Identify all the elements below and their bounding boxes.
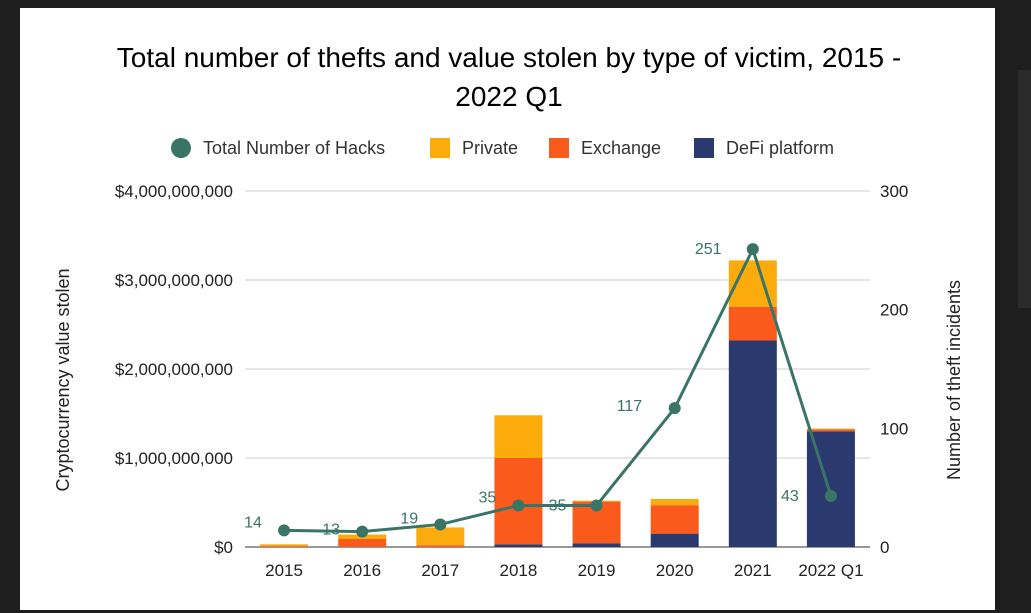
y-axis-title: Cryptocurrency value stolen bbox=[53, 268, 73, 491]
y2-tick-label: 200 bbox=[880, 301, 908, 320]
hacks-point-label: 43 bbox=[781, 488, 799, 505]
legend-label-exchange: Exchange bbox=[581, 138, 661, 158]
chart-title-line-1: Total number of thefts and value stolen … bbox=[117, 42, 901, 73]
bar-exchange bbox=[338, 538, 387, 547]
hacks-point bbox=[668, 402, 681, 415]
hacks-point bbox=[278, 524, 291, 537]
bar-exchange bbox=[728, 306, 777, 341]
hacks-point bbox=[824, 489, 837, 502]
hacks-point-label: 251 bbox=[695, 241, 722, 258]
x-tick-label: 2016 bbox=[343, 561, 381, 580]
y-tick-label: $1,000,000,000 bbox=[115, 449, 233, 468]
bar-defi-platform bbox=[650, 533, 699, 547]
hacks-point bbox=[356, 525, 369, 538]
y-tick-label: $2,000,000,000 bbox=[115, 360, 233, 379]
bar-exchange bbox=[806, 429, 855, 432]
hacks-point-label: 35 bbox=[478, 489, 496, 506]
hacks-line: 14 13 19 35 35 117 251 43 bbox=[244, 241, 837, 539]
bar-exchange bbox=[416, 545, 465, 547]
hacks-point bbox=[590, 499, 603, 512]
bar-private bbox=[650, 498, 699, 506]
bar-private bbox=[806, 428, 855, 430]
bar-private bbox=[416, 527, 465, 546]
y-tick-label: $0 bbox=[214, 538, 233, 557]
legend-swatch-exchange bbox=[549, 138, 569, 158]
x-tick-label: 2020 bbox=[656, 561, 694, 580]
legend-swatch-private bbox=[430, 138, 450, 158]
y2-axis-ticks: 0 100 200 300 bbox=[880, 182, 908, 557]
y2-tick-label: 0 bbox=[880, 538, 889, 557]
side-strip bbox=[1018, 70, 1031, 308]
y-tick-label: $3,000,000,000 bbox=[115, 271, 233, 290]
legend-swatch-defi bbox=[694, 138, 714, 158]
bar-private bbox=[494, 415, 543, 458]
hacks-point bbox=[434, 518, 447, 531]
y-tick-label: $4,000,000,000 bbox=[115, 182, 233, 201]
bar-private bbox=[260, 544, 309, 547]
legend-swatch-hacks bbox=[171, 138, 191, 158]
x-tick-label: 2022 Q1 bbox=[798, 561, 863, 580]
hacks-point-label: 14 bbox=[244, 514, 262, 531]
chart-title-line-2: 2022 Q1 bbox=[455, 81, 562, 112]
x-tick-label: 2019 bbox=[578, 561, 616, 580]
bar-defi-platform bbox=[728, 340, 777, 547]
x-tick-label: 2015 bbox=[265, 561, 303, 580]
y-axis-ticks: $0 $1,000,000,000 $2,000,000,000 $3,000,000… bbox=[115, 182, 233, 557]
hacks-point-label: 13 bbox=[322, 522, 340, 539]
hacks-point bbox=[746, 243, 759, 256]
chart-title: Total number of thefts and value stolen … bbox=[117, 42, 901, 112]
hacks-point-label: 19 bbox=[400, 510, 418, 527]
x-tick-label: 2021 bbox=[734, 561, 772, 580]
hacks-point-label: 35 bbox=[549, 497, 567, 514]
bar-exchange bbox=[650, 505, 699, 534]
x-axis-ticks: 2015 2016 2017 2018 2019 2020 2021 2022 Q1 bbox=[265, 561, 863, 580]
legend: Total Number of Hacks Private Exchange D… bbox=[171, 138, 834, 158]
x-tick-label: 2018 bbox=[500, 561, 538, 580]
legend-label-defi: DeFi platform bbox=[726, 138, 834, 158]
hacks-point-label: 117 bbox=[617, 398, 643, 415]
y2-tick-label: 300 bbox=[880, 182, 908, 201]
y2-axis-title: Number of theft incidents bbox=[944, 280, 964, 480]
x-tick-label: 2017 bbox=[421, 561, 459, 580]
bar-exchange bbox=[260, 546, 309, 547]
bar-defi-platform bbox=[494, 544, 543, 547]
y2-tick-label: 100 bbox=[880, 419, 908, 438]
legend-label-private: Private bbox=[462, 138, 518, 158]
hacks-point bbox=[512, 499, 525, 512]
hacks-line-path bbox=[284, 245, 833, 534]
bar-defi-platform bbox=[572, 543, 621, 547]
legend-label-hacks: Total Number of Hacks bbox=[203, 138, 385, 158]
bar-defi-platform bbox=[806, 431, 855, 547]
